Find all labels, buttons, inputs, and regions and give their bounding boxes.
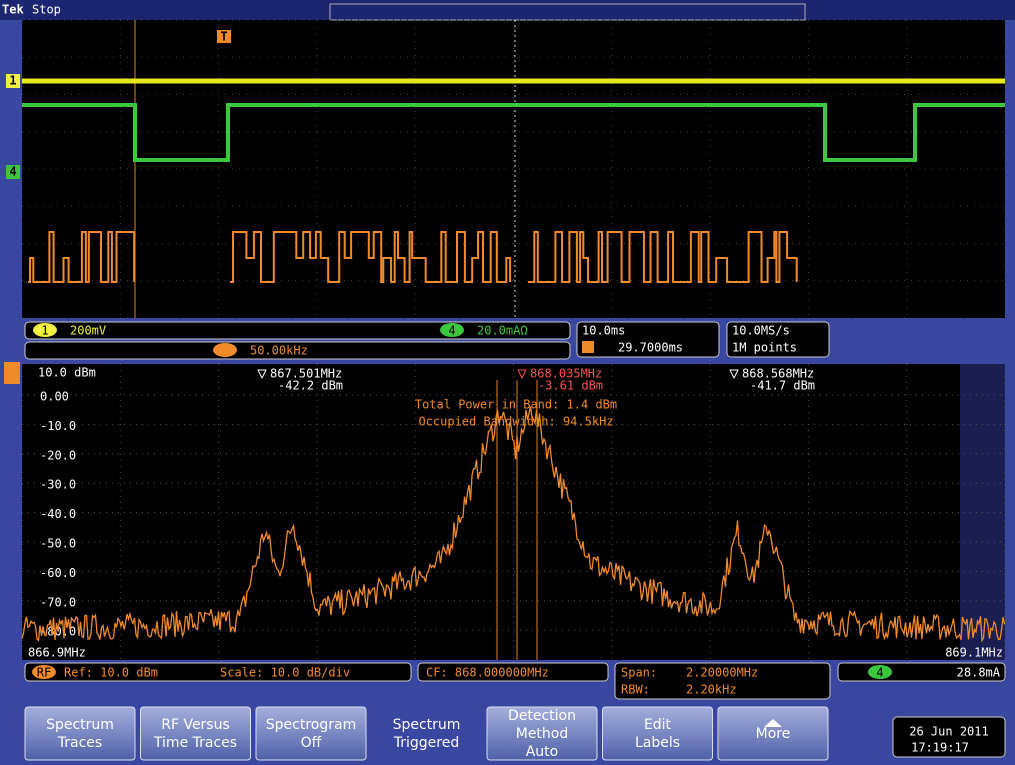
- rf-flag: [4, 362, 20, 384]
- record-length: 1M points: [732, 341, 797, 355]
- trigger-channel: 4: [876, 666, 883, 680]
- button-label: Triggered: [393, 735, 459, 751]
- timebase: 10.0ms: [582, 324, 625, 338]
- date: 26 Jun 2011: [909, 725, 988, 739]
- y-label: -40.0: [40, 507, 76, 521]
- top-strip: [0, 0, 1015, 20]
- rf-label: RF: [37, 666, 51, 680]
- button-label: Spectrogram: [266, 717, 356, 733]
- y-label: -20.0: [40, 448, 76, 462]
- total-power: Total Power in Band: 1.4 dBm: [415, 398, 617, 412]
- button-label: Method: [516, 726, 569, 742]
- button-label: Spectrum: [393, 717, 461, 733]
- y-label: 0.00: [40, 390, 69, 404]
- trigger-icon: [582, 341, 594, 353]
- button-label: More: [756, 726, 791, 742]
- channel-marker: 4: [9, 165, 16, 179]
- math-scale: 50.00kHz: [250, 344, 308, 358]
- menu-button[interactable]: [141, 707, 251, 760]
- button-value: Off: [301, 735, 322, 751]
- start-freq: 866.9MHz: [28, 646, 86, 660]
- button-label: Time Traces: [153, 735, 237, 751]
- y-label: -60.0: [40, 566, 76, 580]
- rf-scale: Scale: 10.0 dB/div: [220, 666, 350, 680]
- menu-button[interactable]: [25, 707, 135, 760]
- button-value: Auto: [526, 744, 559, 760]
- y-label: -70.0: [40, 595, 76, 609]
- trigger-level: 28.8mA: [957, 666, 1001, 680]
- ref-level: 10.0 dBm: [38, 366, 96, 380]
- status: Stop: [32, 3, 61, 17]
- marker-level: -41.7 dBm: [750, 379, 815, 393]
- spectrum-edge: [960, 364, 1005, 660]
- marker-level: -3.61 dBm: [538, 379, 603, 393]
- rbw-label: RBW:: [621, 683, 650, 697]
- button-label: Traces: [57, 735, 102, 751]
- center-freq: CF: 868.000000MHz: [426, 666, 549, 680]
- brand: Tek: [2, 3, 24, 17]
- span-label: Span:: [621, 666, 657, 680]
- y-label: -30.0: [40, 478, 76, 492]
- menu-button[interactable]: [256, 707, 366, 760]
- stop-freq: 869.1MHz: [945, 646, 1003, 660]
- marker-level: -42.2 dBm: [278, 379, 343, 393]
- time: 17:19:17: [911, 741, 969, 755]
- button-label: Edit: [644, 717, 672, 733]
- occupied-bw: Occupied Bandwidth: 94.5kHz: [418, 415, 613, 429]
- y-label: -10.0: [40, 419, 76, 433]
- trigger-position: 29.7000ms: [618, 341, 683, 355]
- sample-rate: 10.0MS/s: [732, 324, 790, 338]
- rf-ref: Ref: 10.0 dBm: [64, 666, 158, 680]
- math-badge: [213, 343, 237, 357]
- span: 2.20000MHz: [686, 666, 758, 680]
- channel-marker: 1: [9, 74, 16, 88]
- ch4-label: 4: [448, 324, 455, 338]
- trigger-marker: T: [220, 30, 227, 44]
- y-label: -50.0: [40, 537, 76, 551]
- ch4-scale: 20.0mAΩ: [477, 324, 528, 338]
- rbw: 2.20kHz: [686, 683, 737, 697]
- ch1-label: 1: [41, 324, 48, 338]
- menu-button[interactable]: [603, 707, 713, 760]
- button-label: Spectrum: [46, 717, 114, 733]
- button-label: Detection: [508, 708, 576, 724]
- ch1-scale: 200mV: [70, 324, 106, 338]
- button-label: RF Versus: [161, 717, 230, 733]
- button-label: Labels: [635, 735, 680, 751]
